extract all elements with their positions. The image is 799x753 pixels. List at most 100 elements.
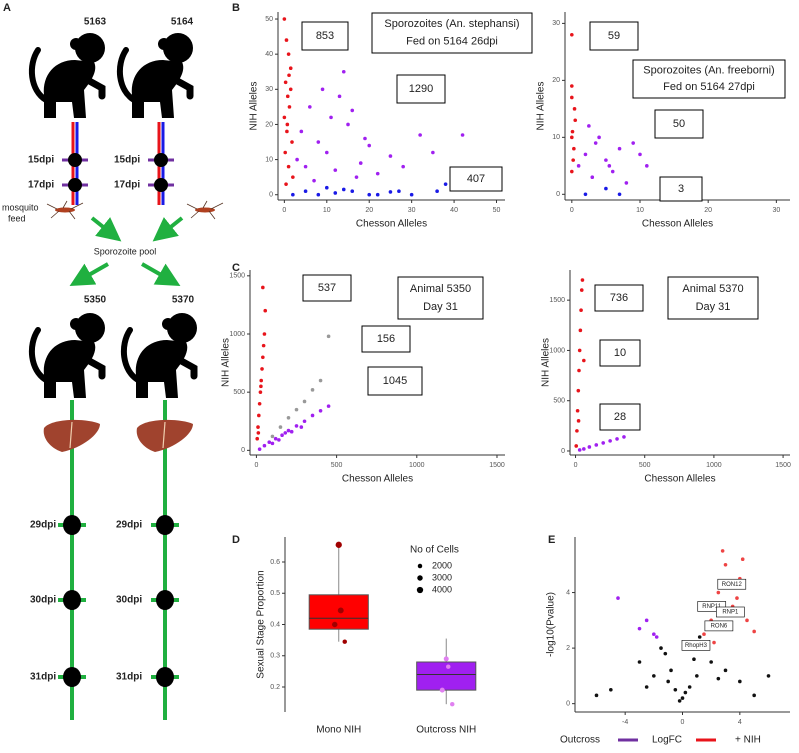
point — [576, 419, 581, 423]
gene-label-box — [717, 578, 747, 590]
point — [594, 693, 599, 698]
timepoint: 15dpi — [28, 155, 54, 166]
x-axis-title: Chesson Alleles — [644, 474, 715, 485]
point — [608, 439, 612, 443]
legend-title: No of Cells — [410, 545, 459, 556]
point — [683, 690, 688, 695]
point — [350, 189, 355, 194]
point — [310, 388, 315, 392]
point — [571, 158, 575, 162]
point — [259, 384, 263, 389]
point — [337, 94, 342, 99]
title-line: Fed on 5164 27dpi — [663, 81, 755, 93]
point — [738, 679, 742, 684]
point — [609, 687, 613, 692]
x-tick-label: 10 — [636, 207, 644, 214]
legend-swatch — [417, 575, 423, 581]
y-tick-label: 0.6 — [270, 559, 280, 566]
recipient-id: 5350 — [84, 295, 107, 306]
x-tick-label: Mono NIH — [316, 725, 361, 736]
point — [716, 676, 721, 681]
x-tick-label: 0 — [254, 462, 258, 469]
point — [358, 161, 363, 165]
point — [284, 38, 289, 42]
point — [291, 192, 295, 197]
point — [622, 435, 626, 439]
point — [299, 425, 304, 429]
point — [578, 328, 583, 333]
point — [604, 158, 608, 162]
y-axis-title: NIH Alleles — [536, 82, 547, 131]
legend-swatch — [416, 586, 424, 594]
point — [261, 285, 265, 290]
point — [601, 441, 606, 445]
point — [388, 154, 393, 158]
point — [587, 124, 591, 128]
y-tick-label: 1500 — [229, 273, 245, 280]
timepoint: 29dpi — [116, 520, 142, 531]
x-tick-label: -4 — [622, 719, 628, 726]
annotation-box — [367, 366, 423, 396]
y-tick-label: 500 — [233, 389, 245, 396]
panel-label: C — [232, 262, 240, 274]
point — [577, 448, 582, 452]
y-tick-label: 0 — [269, 192, 273, 199]
bottom-label: + NIH — [735, 735, 761, 746]
title-box — [632, 59, 786, 99]
gene-label: RhopH3 — [685, 643, 708, 649]
point — [431, 150, 435, 155]
gene-label-box — [681, 640, 711, 651]
point — [637, 660, 642, 664]
title-box — [397, 276, 484, 320]
point — [697, 635, 702, 639]
point — [617, 192, 622, 197]
x-axis-title: Chesson Alleles — [642, 219, 713, 230]
gene-label: RNP1 — [722, 610, 739, 616]
point — [273, 436, 278, 441]
point — [446, 664, 451, 669]
point — [570, 32, 574, 37]
timepoint: 17dpi — [114, 180, 140, 191]
point — [283, 431, 288, 435]
annotation-box — [654, 109, 704, 139]
annotation-box — [449, 166, 503, 192]
point — [350, 108, 355, 113]
point — [291, 175, 295, 179]
title-line: Animal 5370 — [682, 283, 743, 295]
y-tick-label: 20 — [265, 121, 273, 128]
point — [261, 343, 266, 348]
point — [709, 660, 713, 664]
point — [288, 66, 293, 71]
point — [257, 413, 261, 418]
point — [723, 668, 728, 673]
point — [450, 701, 455, 707]
point — [277, 438, 281, 442]
point — [745, 618, 749, 623]
monkey-icon — [32, 33, 105, 118]
point — [324, 185, 329, 190]
point — [316, 140, 321, 144]
point — [654, 635, 659, 639]
point — [570, 169, 574, 174]
gene-label: RNP11 — [702, 604, 722, 610]
x-tick-label: 0 — [570, 207, 574, 214]
y-tick-label: 1000 — [229, 331, 245, 338]
y-tick-label: 0.4 — [270, 621, 280, 628]
x-tick-label: 1500 — [489, 462, 505, 469]
point — [604, 186, 608, 191]
point — [577, 368, 581, 373]
donor-id: 5164 — [171, 17, 194, 28]
x-tick-label: 20 — [704, 207, 712, 214]
point — [318, 378, 323, 383]
y-tick-label: 20 — [552, 77, 560, 84]
point — [666, 679, 670, 684]
point — [388, 190, 393, 194]
point — [332, 621, 338, 628]
recipient-id: 5370 — [172, 295, 195, 306]
title-line: Sporozoites (An. freeborni) — [643, 65, 774, 77]
point — [573, 118, 578, 123]
x-tick-label: 20 — [365, 207, 373, 214]
point — [258, 390, 263, 394]
point — [720, 549, 725, 553]
point — [341, 69, 346, 74]
